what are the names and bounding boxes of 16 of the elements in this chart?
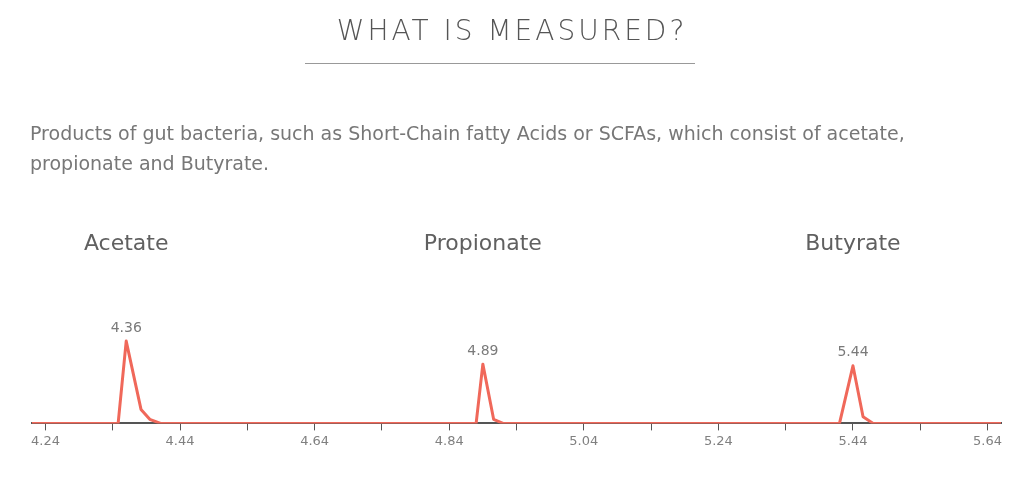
x-tick-label: 5.04 [569, 432, 599, 448]
x-tick-label: 5.64 [973, 432, 1003, 448]
annotation: 5.44 [837, 343, 869, 360]
annotation: 4.36 [110, 318, 142, 335]
x-tick-label: 4.84 [434, 432, 464, 448]
text: Propionate [423, 229, 542, 255]
chart-title: WHAT IS MEASURED? [335, 14, 689, 47]
x-tick-label: 4.24 [30, 432, 60, 448]
x-tick-label: 4.64 [300, 432, 330, 448]
annotation: 4.89 [467, 341, 499, 358]
text: Butyrate [805, 229, 901, 255]
x-tick-label: 4.44 [165, 432, 195, 448]
x-tick-label: 5.24 [703, 432, 733, 448]
text: Acetate [83, 229, 169, 255]
x-tick-label: 5.44 [838, 432, 868, 448]
chart-subtitle: Products of gut bacteria, such as Short-Chain fatty Acids or SCFAs, which consist of acetate, propionate and Butyrate. [30, 121, 906, 176]
